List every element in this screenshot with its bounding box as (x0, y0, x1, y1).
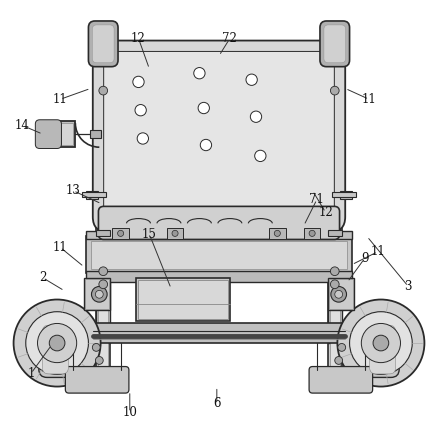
FancyBboxPatch shape (366, 322, 399, 378)
Text: 2: 2 (39, 271, 46, 284)
Bar (82, 192, 106, 197)
Circle shape (95, 290, 103, 298)
Bar (96, 280, 110, 343)
Circle shape (330, 86, 339, 95)
Circle shape (337, 300, 424, 387)
Circle shape (137, 133, 148, 144)
Circle shape (200, 139, 212, 151)
Bar (90, 130, 101, 138)
Circle shape (172, 230, 178, 237)
Text: 10: 10 (122, 406, 137, 419)
Circle shape (335, 357, 343, 364)
FancyBboxPatch shape (93, 41, 345, 232)
Circle shape (254, 150, 266, 162)
FancyBboxPatch shape (88, 21, 118, 67)
FancyBboxPatch shape (42, 325, 68, 374)
Circle shape (251, 111, 261, 122)
Bar (86, 323, 352, 343)
Circle shape (133, 76, 144, 88)
FancyBboxPatch shape (104, 51, 334, 221)
Circle shape (95, 357, 103, 364)
FancyBboxPatch shape (92, 25, 114, 63)
Bar (96, 53, 110, 380)
Text: 72: 72 (223, 32, 237, 45)
Bar (98, 56, 109, 378)
FancyBboxPatch shape (324, 25, 346, 63)
Text: 11: 11 (53, 241, 67, 254)
FancyBboxPatch shape (39, 322, 72, 378)
Text: 11: 11 (53, 93, 67, 106)
Circle shape (38, 323, 77, 363)
FancyBboxPatch shape (35, 120, 61, 148)
Circle shape (99, 86, 108, 95)
Circle shape (309, 230, 315, 237)
Circle shape (92, 286, 107, 302)
Circle shape (194, 67, 205, 79)
Text: 11: 11 (362, 93, 377, 106)
Text: 6: 6 (213, 397, 221, 410)
Text: 1: 1 (27, 367, 35, 380)
Circle shape (361, 323, 400, 363)
Text: 14: 14 (15, 119, 30, 132)
Circle shape (335, 290, 343, 298)
Circle shape (373, 335, 389, 351)
Circle shape (330, 280, 339, 289)
Circle shape (117, 230, 124, 237)
Text: 12: 12 (131, 32, 146, 45)
Bar (304, 228, 321, 239)
Circle shape (331, 286, 346, 302)
Circle shape (246, 74, 257, 85)
Circle shape (49, 335, 65, 351)
Bar (91, 241, 347, 269)
Bar (86, 237, 352, 273)
Bar (84, 278, 110, 311)
Text: 12: 12 (318, 206, 333, 219)
Circle shape (330, 267, 339, 276)
Bar (329, 56, 340, 378)
Bar (332, 192, 356, 197)
Bar (96, 230, 110, 237)
Bar (329, 279, 353, 309)
Circle shape (274, 230, 280, 237)
Circle shape (338, 343, 346, 351)
Bar (136, 278, 230, 321)
Bar (39, 121, 75, 147)
Bar (328, 53, 342, 380)
Bar (86, 191, 99, 199)
FancyBboxPatch shape (370, 325, 396, 374)
FancyBboxPatch shape (99, 206, 339, 240)
Text: 11: 11 (371, 245, 385, 258)
Bar (328, 278, 354, 311)
Bar (339, 191, 352, 199)
Bar (86, 231, 352, 239)
Circle shape (99, 280, 108, 289)
Circle shape (26, 312, 88, 374)
Circle shape (198, 102, 209, 114)
Bar (167, 228, 184, 239)
Bar (138, 280, 228, 319)
Text: 9: 9 (361, 252, 368, 265)
Bar (269, 228, 286, 239)
Text: 71: 71 (310, 193, 325, 206)
Text: 15: 15 (142, 228, 157, 241)
FancyBboxPatch shape (320, 21, 350, 67)
Bar (328, 230, 342, 237)
Circle shape (14, 300, 101, 387)
Bar (86, 271, 352, 282)
FancyBboxPatch shape (309, 367, 373, 393)
Text: 3: 3 (405, 280, 412, 293)
Bar (113, 228, 129, 239)
Bar (41, 123, 73, 145)
Bar (85, 279, 109, 309)
Text: 13: 13 (66, 184, 81, 197)
FancyBboxPatch shape (65, 367, 129, 393)
Circle shape (99, 267, 108, 276)
Circle shape (92, 343, 100, 351)
Circle shape (135, 105, 146, 116)
Circle shape (350, 312, 412, 374)
Bar (328, 280, 342, 343)
